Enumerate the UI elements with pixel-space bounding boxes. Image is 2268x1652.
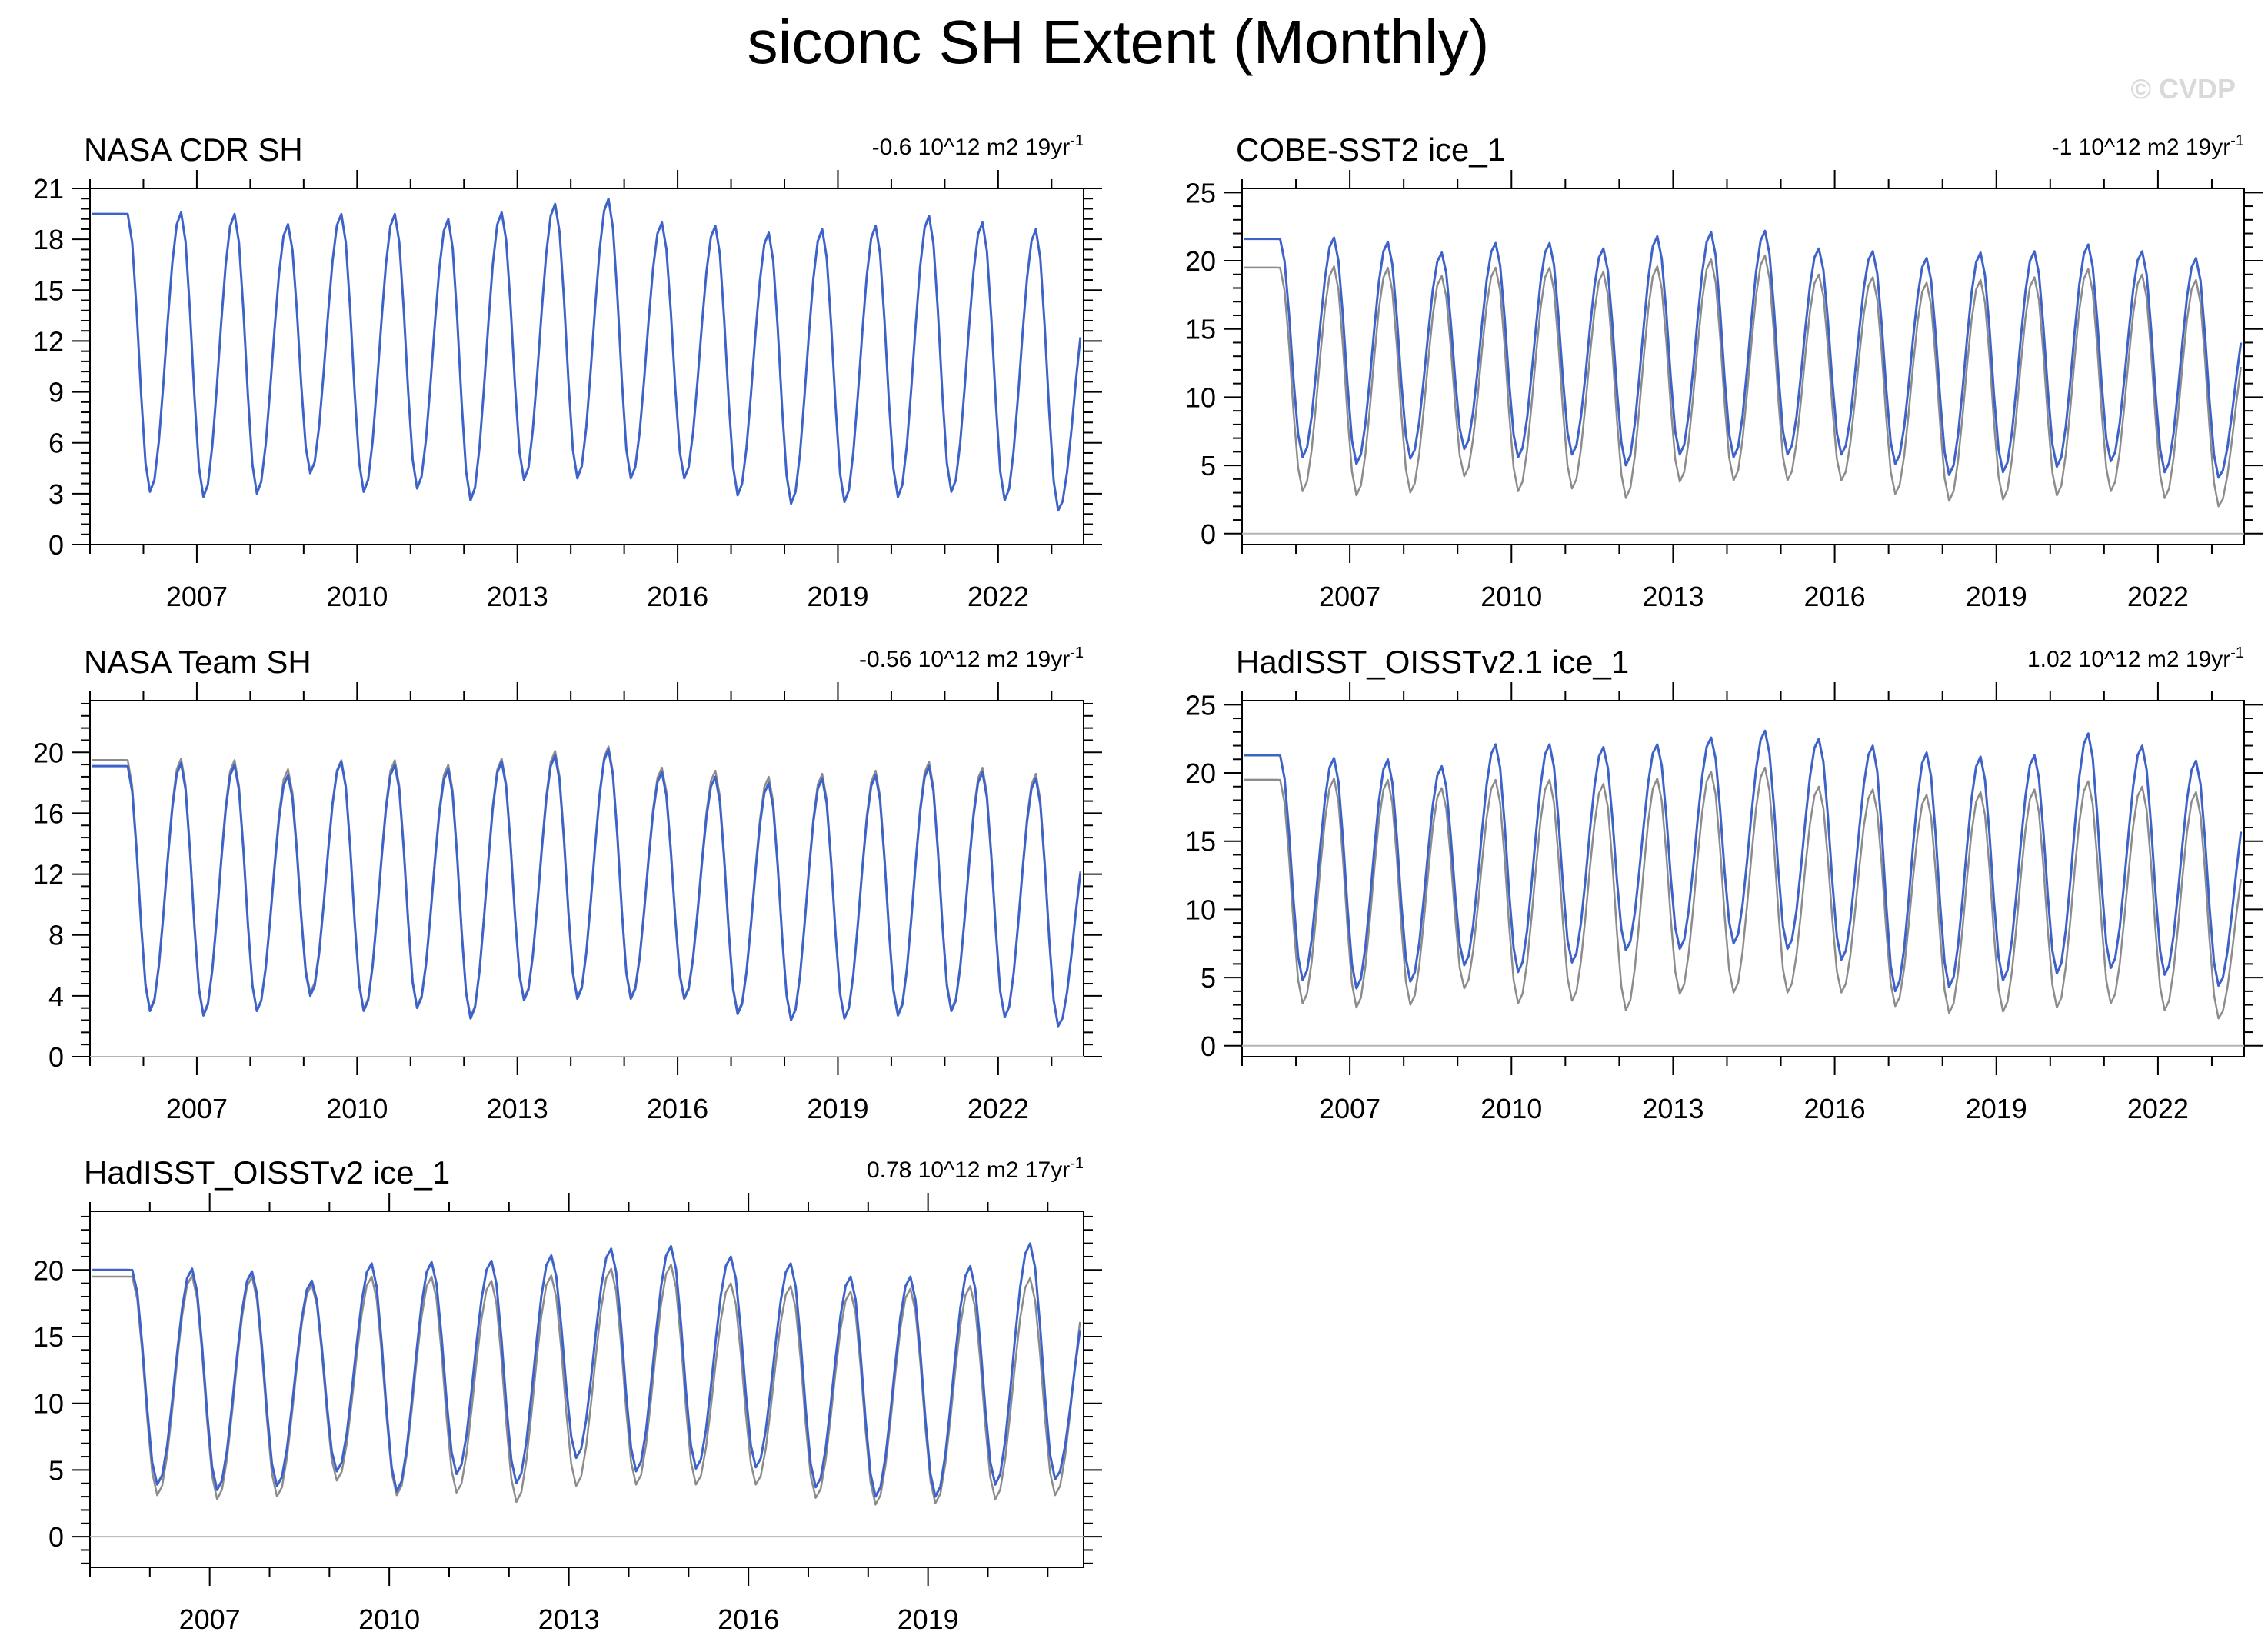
dataset-series-line bbox=[1244, 229, 2243, 479]
x-tick-label: 2016 bbox=[647, 1093, 708, 1124]
reference-series-line bbox=[92, 1264, 1081, 1506]
watermark: © CVDP bbox=[2130, 73, 2236, 105]
x-tick-label: 2007 bbox=[1319, 581, 1380, 612]
x-tick-label: 2010 bbox=[326, 1093, 388, 1124]
y-tick-label: 10 bbox=[1185, 894, 1216, 925]
reference-series-line bbox=[1244, 766, 2243, 1020]
panel-title: HadISST_OISSTv2.1 ice_1 bbox=[1236, 644, 1629, 680]
y-tick-label: 12 bbox=[33, 325, 64, 357]
plot-frame bbox=[89, 188, 1084, 545]
chart-panel: HadISST_OISSTv2.1 ice_1 1.02 10^12 m2 19y… bbox=[1185, 644, 2263, 1124]
x-tick-label: 2013 bbox=[538, 1604, 600, 1635]
plot-frame bbox=[89, 700, 1084, 1057]
y-tick-label: 18 bbox=[33, 224, 64, 255]
x-tick-label: 2010 bbox=[1480, 1093, 1542, 1124]
trend-label: -0.56 10^12 m2 19yr-1 bbox=[859, 644, 1084, 672]
y-tick-label: 16 bbox=[33, 798, 64, 829]
y-tick-label: 10 bbox=[1185, 381, 1216, 413]
trend-label: -1 10^12 m2 19yr-1 bbox=[2052, 132, 2244, 160]
x-tick-label: 2022 bbox=[2127, 1093, 2189, 1124]
plot-frame bbox=[1241, 700, 2245, 1057]
y-tick-label: 3 bbox=[48, 478, 64, 510]
y-tick-label: 25 bbox=[1185, 177, 1216, 208]
trend-label: 1.02 10^12 m2 19yr-1 bbox=[2027, 644, 2244, 672]
y-tick-label: 21 bbox=[33, 173, 64, 205]
x-tick-label: 2007 bbox=[1319, 1093, 1380, 1124]
y-tick-label: 0 bbox=[1201, 1031, 1216, 1062]
y-tick-label: 6 bbox=[48, 428, 64, 459]
y-tick-label: 5 bbox=[1201, 450, 1216, 481]
dataset-series-line bbox=[92, 1242, 1081, 1498]
x-tick-label: 2022 bbox=[967, 581, 1029, 612]
y-tick-label: 20 bbox=[33, 1254, 64, 1286]
y-tick-label: 0 bbox=[48, 1521, 64, 1553]
y-tick-label: 5 bbox=[1201, 962, 1216, 994]
x-tick-label: 2010 bbox=[1480, 581, 1542, 612]
x-tick-label: 2013 bbox=[487, 581, 548, 612]
x-tick-label: 2022 bbox=[967, 1093, 1029, 1124]
x-tick-label: 2007 bbox=[179, 1604, 241, 1635]
reference-series-line bbox=[1244, 254, 2243, 508]
x-tick-label: 2016 bbox=[647, 581, 708, 612]
x-tick-label: 2016 bbox=[1804, 1093, 1866, 1124]
y-tick-label: 0 bbox=[1201, 518, 1216, 550]
dataset-series-line bbox=[1244, 729, 2243, 993]
trend-label: -0.6 10^12 m2 19yr-1 bbox=[872, 132, 1084, 160]
plot-frame bbox=[89, 1211, 1084, 1568]
x-tick-label: 2007 bbox=[166, 1093, 228, 1124]
x-tick-label: 2013 bbox=[1642, 581, 1703, 612]
y-tick-label: 20 bbox=[1185, 245, 1216, 277]
chart-panel: HadISST_OISSTv2 ice_1 0.78 10^12 m2 17yr-… bbox=[33, 1154, 1102, 1635]
panel-title: NASA CDR SH bbox=[84, 132, 303, 168]
x-tick-label: 2019 bbox=[1966, 1093, 2027, 1124]
panel-title: HadISST_OISSTv2 ice_1 bbox=[84, 1154, 450, 1191]
dataset-series-line bbox=[92, 197, 1082, 512]
x-tick-label: 2019 bbox=[1966, 581, 2027, 612]
x-tick-label: 2013 bbox=[487, 1093, 548, 1124]
x-tick-label: 2010 bbox=[326, 581, 388, 612]
y-tick-label: 20 bbox=[1185, 758, 1216, 789]
y-tick-label: 9 bbox=[48, 377, 64, 408]
y-tick-label: 15 bbox=[1185, 314, 1216, 345]
chart-panel: NASA CDR SH -0.6 10^12 m2 19yr-1 2007 2010 2… bbox=[33, 132, 1102, 612]
y-tick-label: 0 bbox=[48, 1041, 64, 1073]
x-tick-label: 2019 bbox=[807, 1093, 868, 1124]
y-tick-label: 20 bbox=[33, 737, 64, 768]
y-tick-label: 15 bbox=[1185, 826, 1216, 858]
y-tick-label: 15 bbox=[33, 1321, 64, 1353]
x-tick-label: 2010 bbox=[358, 1604, 420, 1635]
x-tick-label: 2016 bbox=[718, 1604, 779, 1635]
panel-title: NASA Team SH bbox=[84, 644, 311, 680]
figure-title: siconc SH Extent (Monthly) bbox=[748, 8, 1490, 76]
panel-title: COBE-SST2 ice_1 bbox=[1236, 132, 1505, 168]
x-tick-label: 2019 bbox=[898, 1604, 959, 1635]
y-tick-label: 8 bbox=[48, 920, 64, 951]
y-tick-label: 15 bbox=[33, 275, 64, 306]
dataset-series-line bbox=[92, 748, 1082, 1028]
x-tick-label: 2016 bbox=[1804, 581, 1866, 612]
y-tick-label: 0 bbox=[48, 529, 64, 561]
y-tick-label: 12 bbox=[33, 859, 64, 891]
y-tick-label: 5 bbox=[48, 1454, 64, 1486]
x-tick-label: 2019 bbox=[807, 581, 868, 612]
plot-frame bbox=[1241, 188, 2245, 545]
x-tick-label: 2022 bbox=[2127, 581, 2189, 612]
x-tick-label: 2007 bbox=[166, 581, 228, 612]
y-tick-label: 25 bbox=[1185, 689, 1216, 721]
x-tick-label: 2013 bbox=[1642, 1093, 1703, 1124]
trend-label: 0.78 10^12 m2 17yr-1 bbox=[867, 1155, 1084, 1183]
y-tick-label: 4 bbox=[48, 981, 64, 1012]
y-tick-label: 10 bbox=[33, 1388, 64, 1420]
